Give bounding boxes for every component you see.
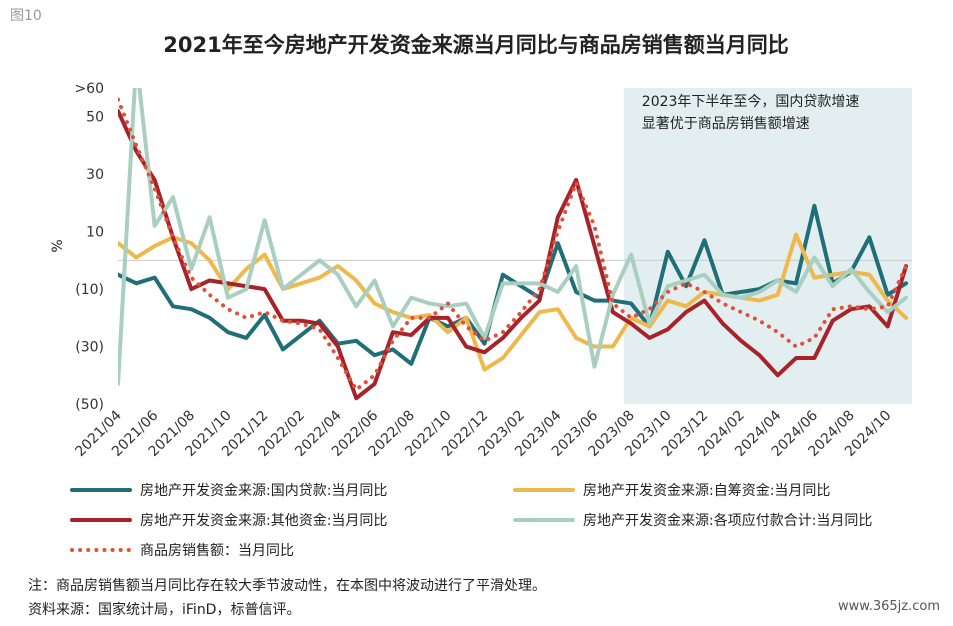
series-line xyxy=(118,97,908,392)
annotation: 显著优于商品房销售额增速 xyxy=(642,116,810,132)
y-tick-label: 50 xyxy=(86,110,104,126)
y-tick-label: (10) xyxy=(75,282,104,298)
legend-label: 房地产开发资金来源:国内贷款:当月同比 xyxy=(140,483,387,499)
note: 资料来源：国家统计局，iFinD，标普信评。 xyxy=(28,601,300,618)
series-line xyxy=(118,232,908,372)
y-tick-label: >60 xyxy=(74,81,104,97)
figure-label: 图10 xyxy=(10,8,42,24)
y-axis-label: % xyxy=(50,239,66,252)
y-tick-label: 30 xyxy=(86,167,104,183)
legend-label: 商品房销售额：当月同比 xyxy=(140,543,294,559)
watermark: www.365jz.com xyxy=(838,599,940,614)
y-tick-label: (50) xyxy=(75,397,104,413)
y-tick-label: (30) xyxy=(75,340,104,356)
series-line xyxy=(118,88,908,386)
chart-title: 2021年至今房地产开发资金来源当月同比与商品房销售额当月同比 xyxy=(163,33,788,57)
legend-label: 房地产开发资金来源:自筹资金:当月同比 xyxy=(583,482,830,499)
note: 注：商品房销售额当月同比存在较大季节波动性，在本图中将波动进行了平滑处理。 xyxy=(28,577,546,594)
series-line xyxy=(118,108,908,401)
annotation: 2023年下半年至今，国内贷款增速 xyxy=(642,94,860,110)
legend-label: 房地产开发资金来源:其他资金:当月同比 xyxy=(140,513,387,529)
plot-area xyxy=(118,88,908,401)
highlight-region xyxy=(623,88,912,404)
y-tick-label: 10 xyxy=(86,225,104,241)
legend-label: 房地产开发资金来源:各项应付款合计:当月同比 xyxy=(583,512,872,529)
